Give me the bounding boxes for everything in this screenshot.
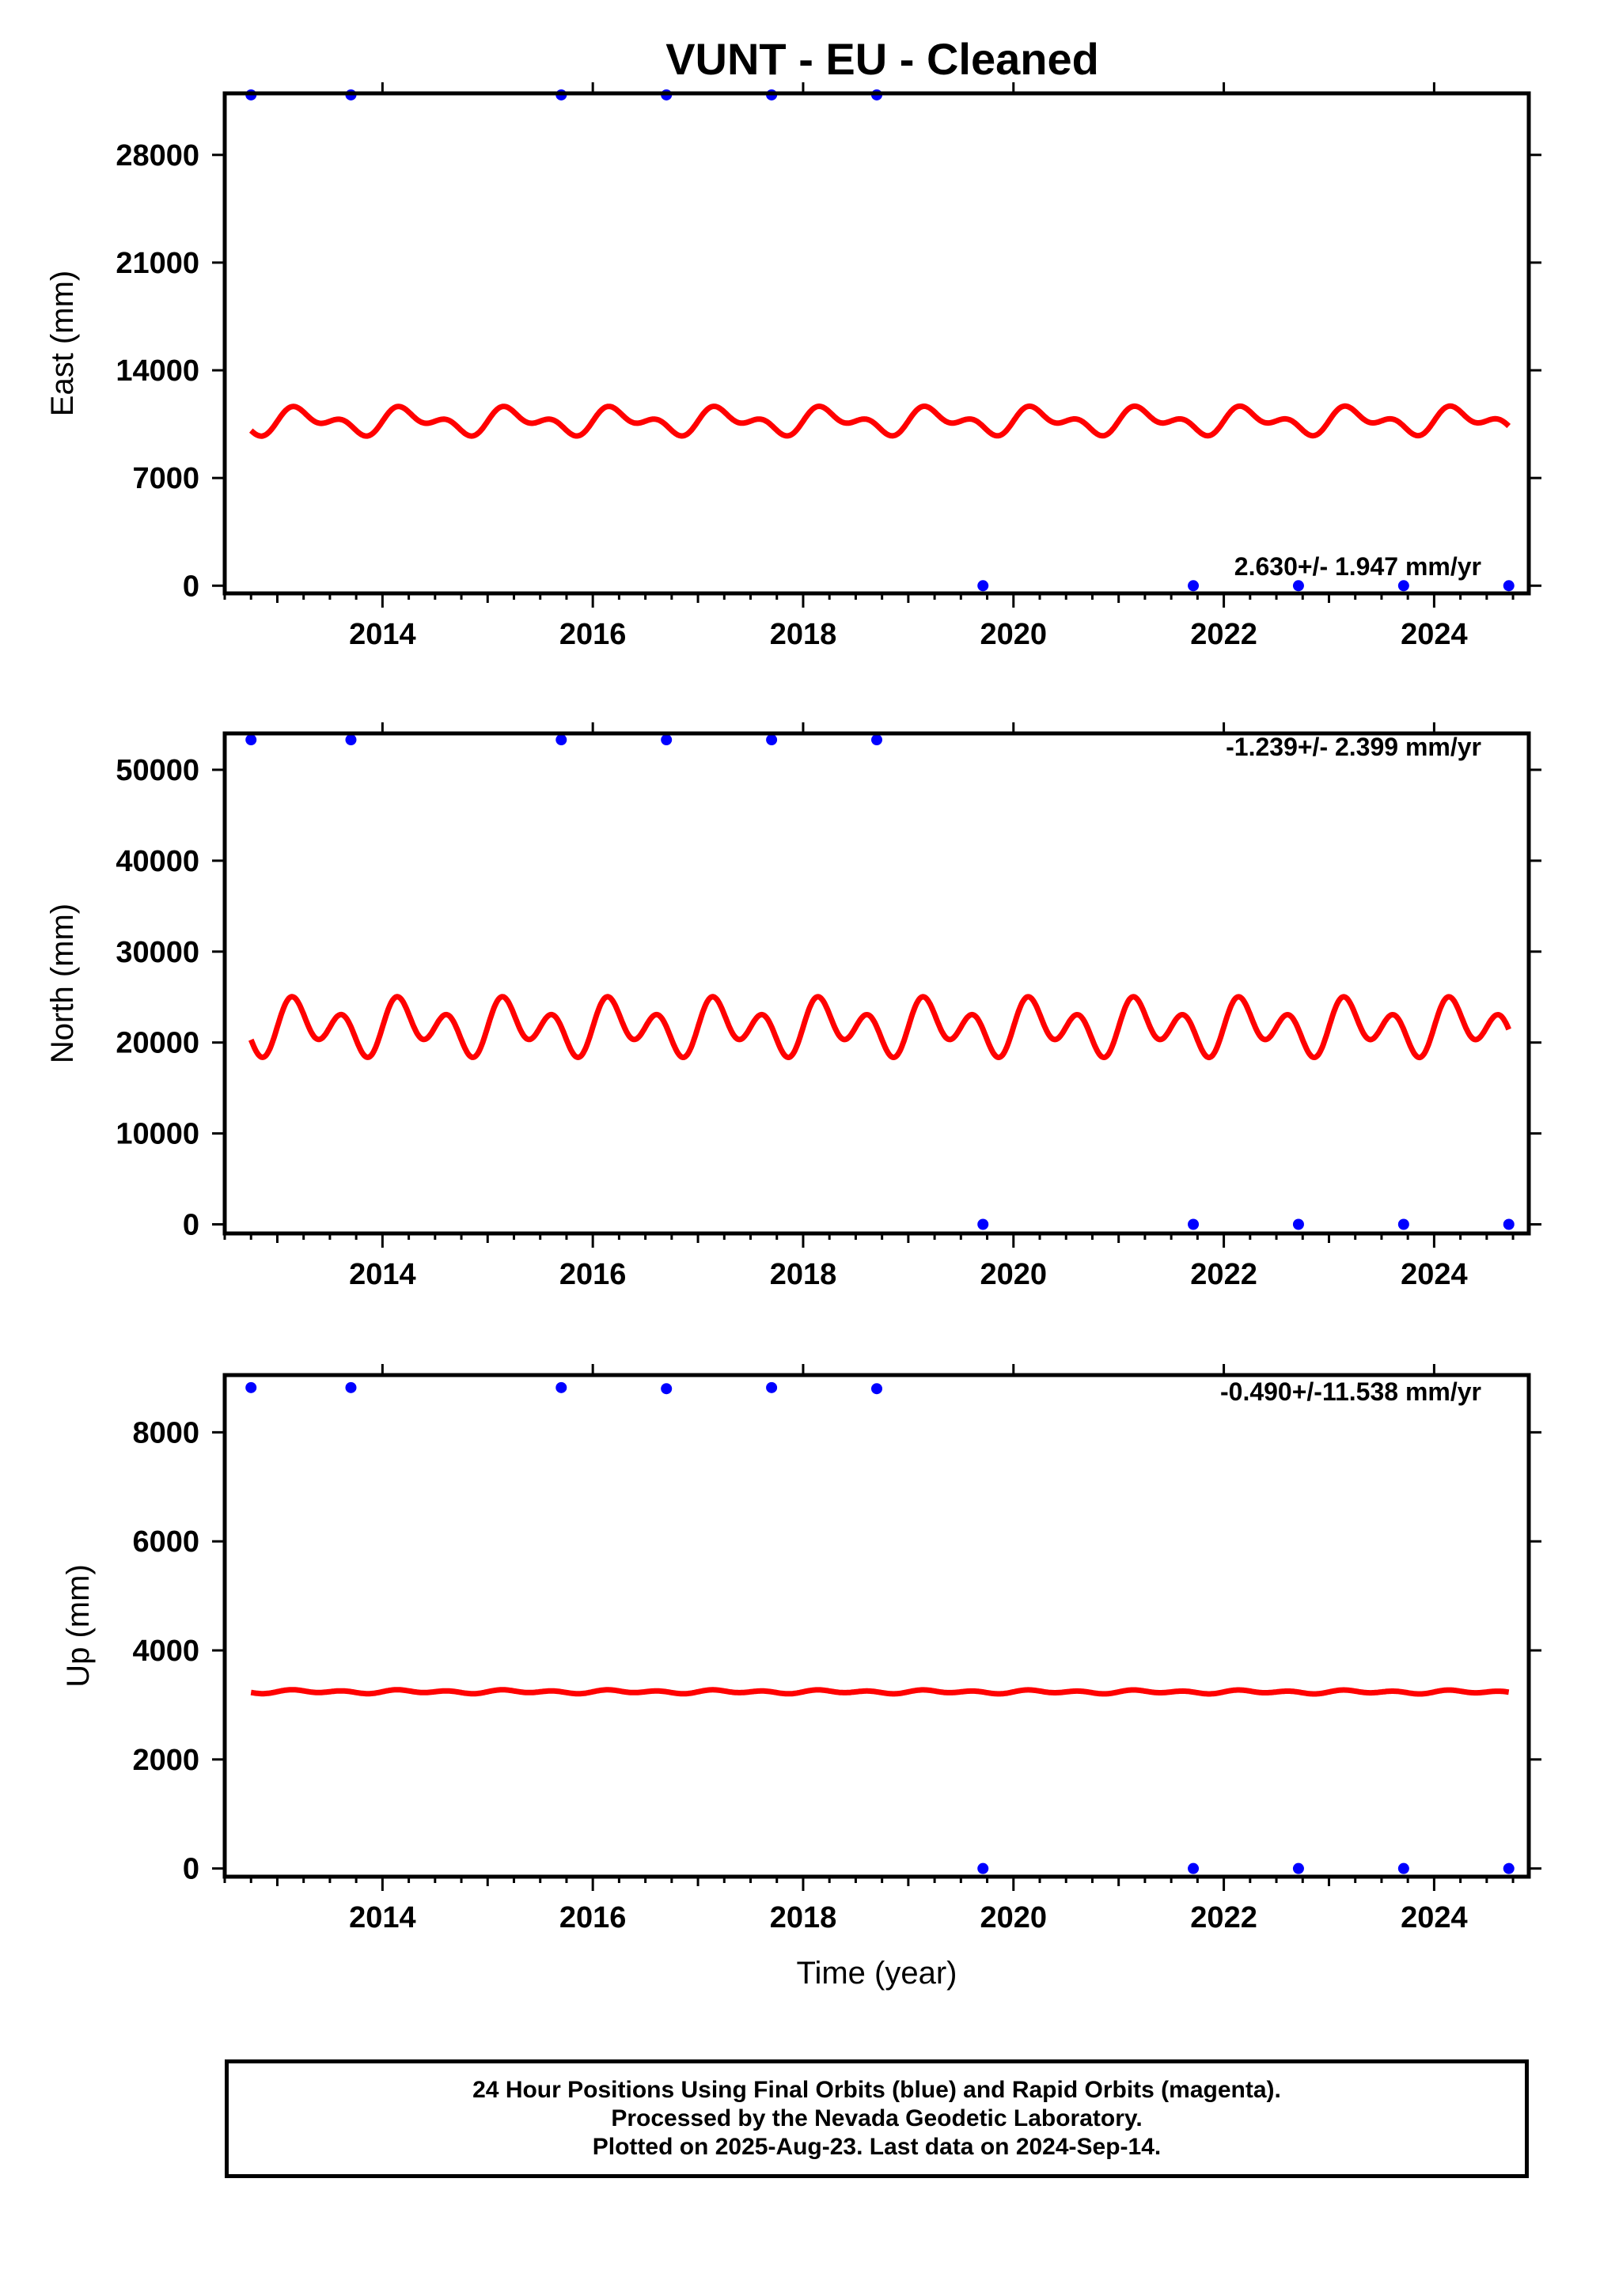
north-y-axis-title: North (mm) — [45, 904, 80, 1063]
up-y-tick-label: 4000 — [132, 1635, 199, 1668]
east-data-point — [1292, 580, 1304, 592]
north-rate-label: -1.239+/- 2.399 mm/yr — [1226, 733, 1481, 761]
up-plot-frame — [222, 1373, 1531, 1879]
east-y-tick-label: 28000 — [116, 139, 199, 172]
north-y-tick-label: 20000 — [116, 1027, 199, 1060]
up-data-point — [766, 1381, 778, 1393]
east-y-tick-label: 14000 — [116, 354, 199, 388]
east-x-tick-label: 2022 — [1190, 618, 1257, 651]
east-x-tick-label: 2020 — [980, 618, 1048, 651]
east-x-tick-label: 2014 — [349, 618, 416, 651]
up-x-tick-label: 2014 — [349, 1901, 416, 1934]
north-x-tick-label: 2022 — [1190, 1258, 1257, 1291]
up-model-line — [249, 1687, 1511, 1697]
up-x-tick-label: 2020 — [980, 1901, 1048, 1934]
north-y-tick-label: 10000 — [116, 1118, 199, 1151]
east-y-tick-label: 0 — [183, 570, 199, 603]
north-y-tick-label: 50000 — [116, 754, 199, 787]
east-x-tick-label: 2018 — [770, 618, 837, 651]
up-data-point — [555, 1381, 567, 1393]
east-data-point — [977, 580, 989, 592]
north-plot-frame — [222, 731, 1531, 1236]
east-data-point — [1503, 580, 1515, 592]
north-data-point — [345, 734, 357, 746]
north-y-tick-label: 30000 — [116, 936, 199, 969]
north-x-tick-label: 2024 — [1401, 1258, 1468, 1291]
east-x-tick-label: 2024 — [1401, 618, 1468, 651]
up-y-tick-label: 6000 — [132, 1525, 199, 1559]
north-y-tick-label: 0 — [183, 1209, 199, 1242]
north-data-point — [977, 1218, 989, 1230]
up-y-tick-label: 2000 — [132, 1744, 199, 1777]
up-rate-label: -0.490+/-11.538 mm/yr — [1220, 1377, 1481, 1406]
north-y-tick-label: 40000 — [116, 845, 199, 878]
up-x-tick-label: 2018 — [770, 1901, 837, 1934]
north-data-point — [1188, 1218, 1200, 1230]
east-data-point — [1188, 580, 1200, 592]
east-y-axis-title: East (mm) — [45, 271, 80, 416]
footer-line-3: Plotted on 2025-Aug-23. Last data on 202… — [592, 2134, 1162, 2160]
north-x-tick-label: 2018 — [770, 1258, 837, 1291]
up-data-point — [1503, 1862, 1515, 1874]
up-data-point — [977, 1862, 989, 1874]
north-data-point — [245, 734, 257, 746]
up-data-point — [1292, 1862, 1304, 1874]
east-data-point — [1397, 580, 1409, 592]
up-x-tick-label: 2024 — [1401, 1901, 1468, 1934]
north-model-line — [248, 994, 1511, 1061]
up-data-point — [871, 1383, 882, 1395]
up-data-point — [1397, 1862, 1409, 1874]
north-data-point — [1397, 1218, 1409, 1230]
up-y-tick-label: 8000 — [132, 1416, 199, 1449]
north-x-tick-label: 2014 — [349, 1258, 416, 1291]
up-y-axis-title: Up (mm) — [61, 1564, 96, 1688]
up-data-point — [245, 1381, 257, 1393]
north-x-tick-label: 2020 — [980, 1258, 1048, 1291]
north-data-point — [1503, 1218, 1515, 1230]
chart-title: VUNT - EU - Cleaned — [665, 34, 1099, 84]
north-data-point — [555, 734, 567, 746]
up-data-point — [1188, 1862, 1200, 1874]
east-x-tick-label: 2016 — [559, 618, 627, 651]
north-data-point — [871, 734, 882, 746]
east-plot-frame — [222, 91, 1531, 596]
north-data-point — [661, 734, 673, 746]
up-y-tick-label: 0 — [183, 1853, 199, 1886]
east-y-tick-label: 21000 — [116, 247, 199, 280]
north-x-tick-label: 2016 — [559, 1258, 627, 1291]
north-data-point — [766, 734, 778, 746]
north-data-point — [1292, 1218, 1304, 1230]
footer-box: 24 Hour Positions Using Final Orbits (bl… — [225, 2059, 1529, 2178]
up-x-tick-label: 2022 — [1190, 1901, 1257, 1934]
up-data-point — [661, 1383, 673, 1395]
x-axis-title: Time (year) — [797, 1956, 957, 1991]
up-x-tick-label: 2016 — [559, 1901, 627, 1934]
east-rate-label: 2.630+/- 1.947 mm/yr — [1234, 552, 1481, 581]
footer-line-2: Processed by the Nevada Geodetic Laborat… — [611, 2105, 1143, 2131]
footer-line-1: 24 Hour Positions Using Final Orbits (bl… — [472, 2077, 1281, 2103]
up-data-point — [345, 1381, 357, 1393]
east-model-line — [248, 403, 1511, 439]
east-y-tick-label: 7000 — [132, 462, 199, 495]
